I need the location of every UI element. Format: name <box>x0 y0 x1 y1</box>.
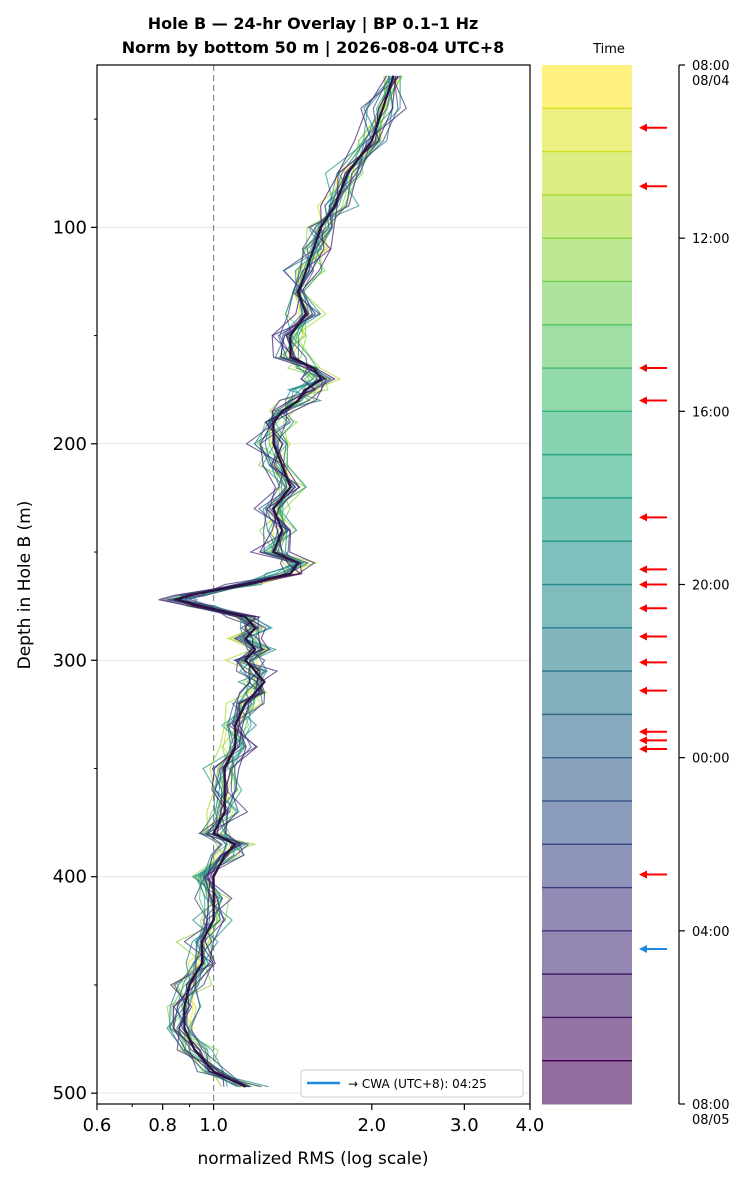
colorbar-band <box>542 930 632 975</box>
event-arrow-head <box>639 658 647 667</box>
x-axis-label: normalized RMS (log scale) <box>198 1149 429 1169</box>
event-arrow-head <box>639 182 647 191</box>
x-tick-label: 0.8 <box>148 1115 177 1136</box>
colorbar-band <box>542 800 632 845</box>
colorbar-tick-label: 12:00 <box>692 232 729 247</box>
colorbar: Time 08:0008/0412:0016:0020:0000:0004:00… <box>542 42 729 1128</box>
event-arrow-head <box>639 632 647 641</box>
colorbar-band <box>542 65 632 109</box>
y-tick-label: 300 <box>53 650 87 671</box>
legend: → CWA (UTC+8): 04:25 <box>300 1069 524 1098</box>
colorbar-band <box>542 151 632 196</box>
colorbar-band <box>542 238 632 282</box>
event-arrow-head <box>639 364 647 373</box>
event-arrow-head <box>639 123 647 132</box>
colorbar-band <box>542 671 632 715</box>
colorbar-tick-label: 08:00 <box>692 59 729 74</box>
event-arrow-head <box>639 513 647 522</box>
event-arrow-head <box>639 736 647 745</box>
x-axis-ticks: 0.6 0.8 1.0 2.0 3.0 4.0 <box>83 1104 545 1136</box>
colorbar-band <box>542 411 632 456</box>
colorbar-tick-label: 08:00 <box>692 1098 729 1113</box>
colorbar-band <box>542 324 632 369</box>
colorbar-tick-date: 08/04 <box>692 74 729 89</box>
plot-area: 0.6 0.8 1.0 2.0 3.0 4.0 100 200 300 400 500 <box>53 64 545 1136</box>
colorbar-tick-date: 08/05 <box>692 1113 729 1128</box>
series-group <box>158 75 407 1088</box>
event-arrow-head <box>639 870 647 879</box>
colorbar-label: Time <box>592 42 625 57</box>
median-line <box>172 75 395 1088</box>
colorbar-bands <box>542 65 632 1105</box>
event-arrow-head <box>639 604 647 613</box>
x-tick-label: 1.0 <box>199 1115 228 1136</box>
x-tick-label: 2.0 <box>357 1115 386 1136</box>
chart-title: Hole B — 24-hr Overlay | BP 0.1–1 Hz <box>148 14 479 34</box>
colorbar-band <box>542 454 632 499</box>
gridlines <box>97 226 530 1094</box>
colorbar-band <box>542 974 632 1018</box>
colorbar-band <box>542 1060 632 1105</box>
colorbar-band <box>542 1017 632 1062</box>
colorbar-band <box>542 281 632 326</box>
colorbar-band <box>542 844 632 889</box>
series-line <box>158 75 388 1088</box>
colorbar-band <box>542 108 632 153</box>
colorbar-tick-label: 00:00 <box>692 752 729 767</box>
colorbar-band <box>542 757 632 802</box>
x-tick-label: 3.0 <box>450 1115 479 1136</box>
colorbar-axis: 08:0008/0412:0016:0020:0000:0004:0008:00… <box>678 59 729 1128</box>
colorbar-band <box>542 368 632 412</box>
event-arrow-head <box>639 565 647 574</box>
colorbar-band <box>542 714 632 759</box>
y-tick-label: 100 <box>53 217 87 238</box>
colorbar-band <box>542 497 632 542</box>
plot-frame <box>96 64 531 1105</box>
colorbar-band <box>542 627 632 672</box>
event-arrow-head <box>639 580 647 589</box>
colorbar-band <box>542 194 632 239</box>
colorbar-band <box>542 541 632 585</box>
x-tick-label: 0.6 <box>83 1115 112 1136</box>
colorbar-tick-label: 20:00 <box>692 579 729 594</box>
colorbar-band <box>542 887 632 932</box>
legend-box <box>300 1069 524 1098</box>
event-arrow-head <box>639 686 647 695</box>
event-arrow-head <box>639 745 647 754</box>
colorbar-tick-label: 16:00 <box>692 405 729 420</box>
series-line <box>166 75 407 1087</box>
event-arrow-head <box>639 396 647 405</box>
chart-subtitle: Norm by bottom 50 m | 2026-08-04 UTC+8 <box>122 38 505 58</box>
y-tick-label: 500 <box>53 1083 87 1104</box>
y-tick-label: 200 <box>53 434 87 455</box>
event-markers <box>639 123 667 954</box>
y-tick-label: 400 <box>53 867 87 888</box>
y-axis-ticks: 100 200 300 400 500 <box>53 118 97 1104</box>
event-arrow-head <box>639 727 647 736</box>
x-tick-label: 4.0 <box>516 1115 545 1136</box>
colorbar-tick-label: 04:00 <box>692 925 729 940</box>
colorbar-band <box>542 584 632 629</box>
legend-label: → CWA (UTC+8): 04:25 <box>348 1077 487 1091</box>
y-axis-label: Depth in Hole B (m) <box>15 501 35 670</box>
cwa-arrow-head <box>639 945 647 954</box>
